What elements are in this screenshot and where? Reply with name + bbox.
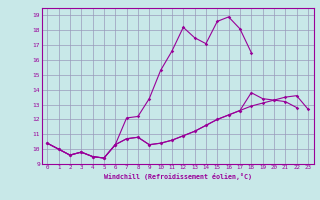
X-axis label: Windchill (Refroidissement éolien,°C): Windchill (Refroidissement éolien,°C) bbox=[104, 173, 252, 180]
